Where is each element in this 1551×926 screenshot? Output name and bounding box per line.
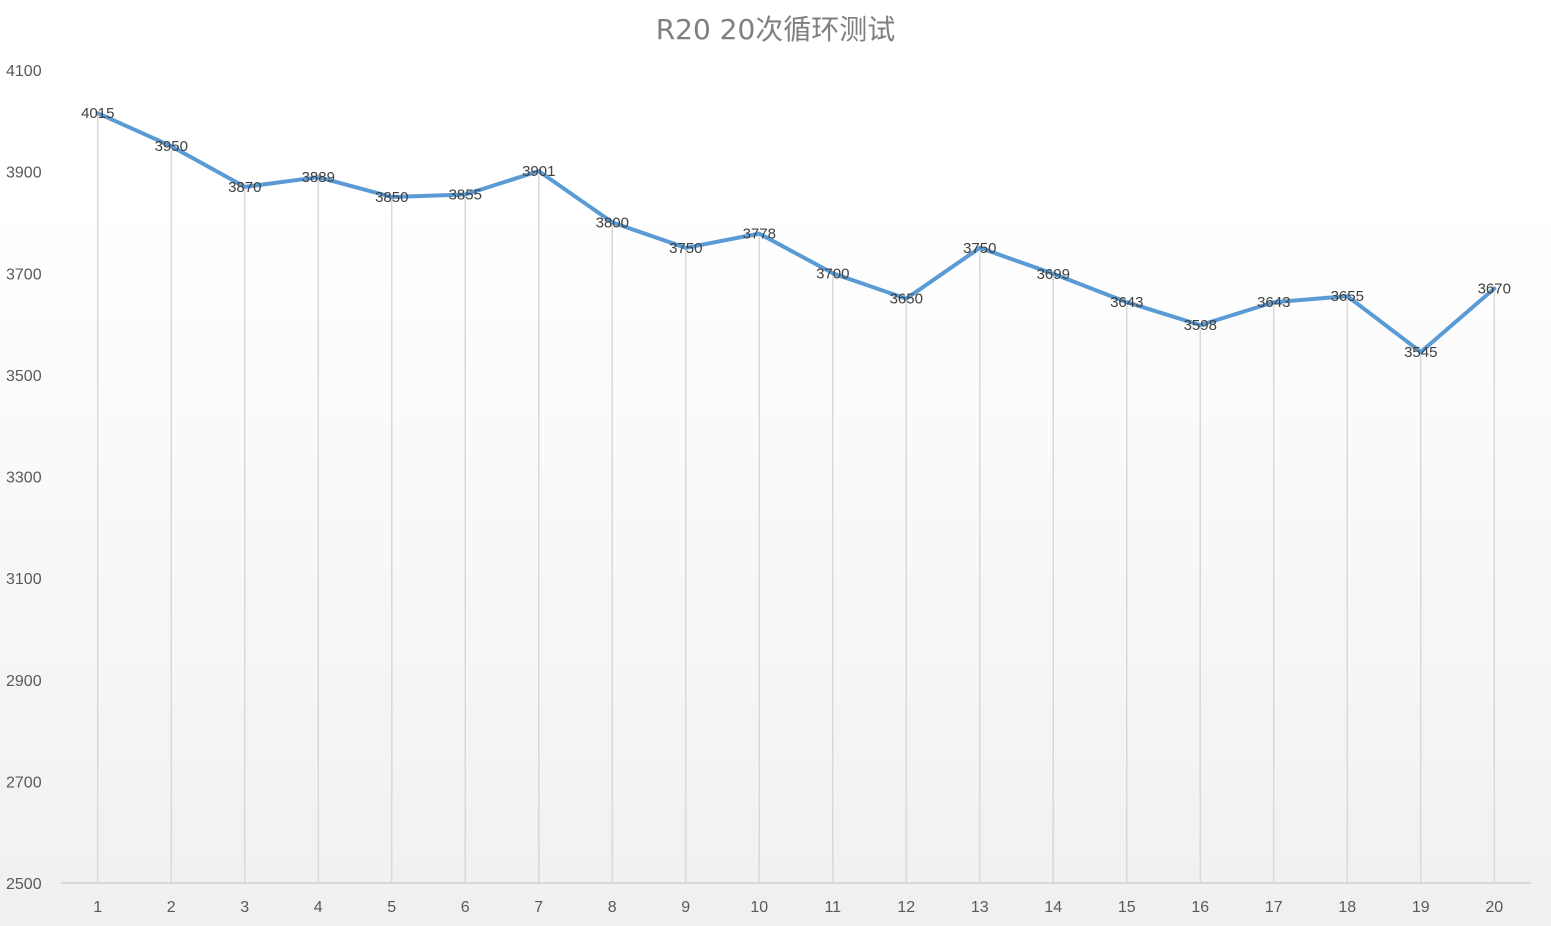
y-tick-label: 3700	[6, 266, 42, 283]
drop-lines	[97, 113, 1495, 883]
x-tick-label: 1	[93, 899, 102, 916]
data-label: 3855	[449, 186, 482, 203]
data-label: 3670	[1478, 280, 1511, 297]
data-label: 3700	[816, 265, 849, 282]
data-label: 4015	[81, 105, 114, 122]
y-tick-label: 3300	[6, 470, 42, 487]
data-label: 3598	[1184, 317, 1217, 334]
series-line	[95, 111, 1497, 354]
data-label: 3643	[1110, 294, 1143, 311]
y-tick-label: 2700	[6, 774, 42, 791]
data-label: 3750	[669, 240, 702, 257]
x-tick-label: 16	[1191, 899, 1209, 916]
x-tick-label: 10	[750, 899, 768, 916]
data-label: 3643	[1257, 294, 1290, 311]
data-label: 3850	[375, 189, 408, 206]
x-axis-ticks: 1 2 3 4 5 6 7 8 9 10 11 12 13 14 15 16 17 18 19 20	[93, 899, 1503, 916]
x-tick-label: 12	[897, 899, 915, 916]
x-tick-label: 7	[534, 899, 543, 916]
data-label: 3870	[228, 179, 261, 196]
x-tick-label: 4	[314, 899, 323, 916]
x-tick-label: 8	[608, 899, 617, 916]
chart-title: R20 20次循环测试	[655, 13, 896, 46]
x-tick-label: 5	[387, 899, 396, 916]
data-label: 3750	[963, 240, 996, 257]
x-tick-label: 19	[1412, 899, 1430, 916]
data-label: 3901	[522, 163, 555, 180]
data-label: 3699	[1037, 266, 1070, 283]
x-tick-label: 3	[240, 899, 249, 916]
x-tick-label: 11	[824, 899, 841, 916]
x-tick-label: 2	[167, 899, 176, 916]
data-label: 3800	[596, 214, 629, 231]
x-tick-label: 13	[971, 899, 989, 916]
x-tick-label: 15	[1118, 899, 1136, 916]
x-tick-label: 18	[1338, 899, 1356, 916]
data-label: 3545	[1404, 344, 1437, 361]
data-labels: 4015 3950 3870 3889 3850 3855 3901 3800 3750 3778…	[81, 105, 1511, 361]
data-label: 3950	[155, 138, 188, 155]
x-tick-label: 6	[461, 899, 470, 916]
data-label: 3650	[890, 291, 923, 308]
y-tick-label: 2900	[6, 673, 42, 690]
x-tick-label: 17	[1265, 899, 1283, 916]
y-tick-label: 3100	[6, 571, 42, 588]
x-tick-label: 20	[1485, 899, 1503, 916]
y-tick-label: 4100	[6, 63, 42, 80]
data-label: 3889	[302, 169, 335, 186]
data-label: 3778	[743, 226, 776, 243]
series-polyline	[95, 111, 1497, 354]
x-tick-label: 9	[681, 899, 690, 916]
y-axis-ticks: 2500 2700 2900 3100 3300 3500 3700 3900 4100	[6, 63, 42, 893]
y-tick-label: 3900	[6, 165, 42, 182]
x-tick-label: 14	[1044, 899, 1062, 916]
y-tick-label: 2500	[6, 876, 42, 893]
y-tick-label: 3500	[6, 368, 42, 385]
data-label: 3655	[1331, 288, 1364, 305]
